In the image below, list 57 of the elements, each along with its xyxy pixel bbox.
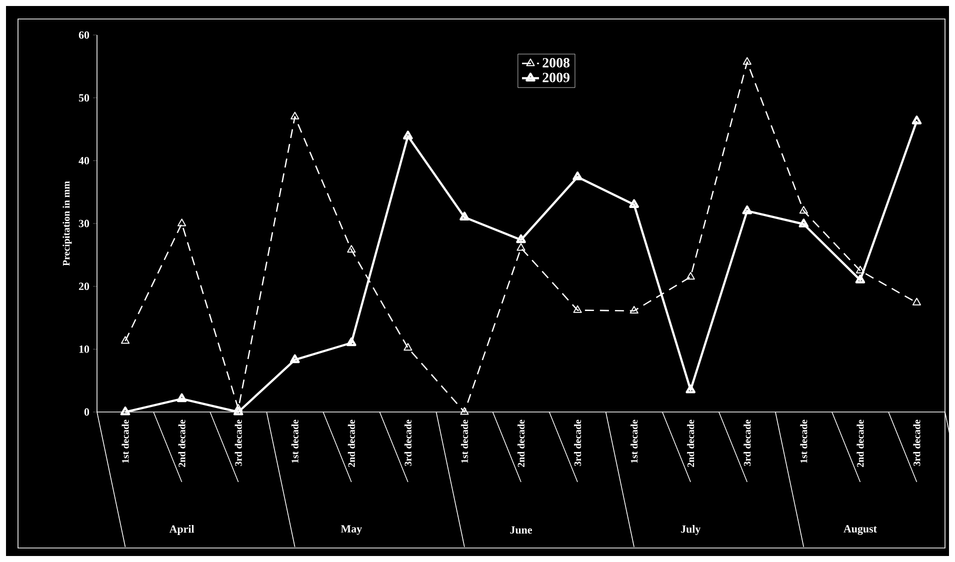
x-tick-label: 2nd decade (178, 420, 186, 467)
y-tick-label: 10 (79, 345, 90, 353)
x-tick-label: 1st decade (122, 420, 129, 463)
point (516, 243, 526, 251)
x-tick-label: 3rd decade (404, 420, 412, 466)
point (516, 234, 526, 244)
point (403, 130, 413, 140)
x-tick-label: 3rd decade (744, 420, 751, 466)
x-tick-label: 3rd decade (913, 420, 920, 466)
point (290, 112, 300, 120)
point (120, 336, 130, 344)
point (742, 57, 752, 65)
x-tick-label: 1st decade (291, 420, 298, 463)
point (572, 172, 582, 180)
text: April (169, 525, 194, 535)
y-tick-label: 50 (78, 94, 90, 102)
point (404, 343, 412, 351)
point (460, 212, 470, 221)
x-tick-label: 2nd decade (687, 420, 694, 467)
text: July (681, 525, 701, 535)
point (233, 406, 244, 416)
point (912, 116, 922, 124)
point (460, 407, 469, 415)
text: August (844, 525, 877, 535)
point (798, 218, 809, 228)
x-tick-label: 1st decade (630, 420, 638, 463)
legend-label: 2008 (542, 58, 570, 68)
text: May (340, 525, 362, 535)
legend-label: 2009 (542, 72, 570, 82)
point (686, 272, 695, 280)
point (742, 205, 752, 214)
point (346, 337, 356, 346)
point (120, 406, 130, 416)
point (176, 393, 187, 402)
x-tick-label: 2nd decade (348, 420, 355, 467)
point (629, 199, 639, 208)
x-tick-label: 1st decade (460, 420, 468, 463)
text: June (510, 526, 532, 534)
x-tick-label: 3rd decade (574, 420, 582, 466)
x-tick-label: 3rd decade (234, 420, 242, 466)
point (290, 354, 300, 364)
x-tick-label: 2nd decade (856, 420, 864, 467)
y-tick-label: 40 (78, 156, 90, 164)
point (912, 298, 922, 306)
y-axis-title: Precipitation in mm (62, 181, 72, 266)
y-tick-label: 20 (78, 282, 90, 290)
point (686, 384, 696, 394)
x-tick-label: 1st decade (800, 420, 808, 463)
point (855, 274, 866, 284)
point (573, 305, 582, 313)
y-tick-label: 30 (78, 220, 90, 228)
point (799, 206, 808, 214)
y-tick-label: 60 (78, 31, 90, 39)
point (347, 245, 356, 253)
x-tick-label: 2nd decade (517, 420, 525, 467)
point (178, 218, 186, 226)
y-tick-label: 0 (84, 408, 90, 416)
